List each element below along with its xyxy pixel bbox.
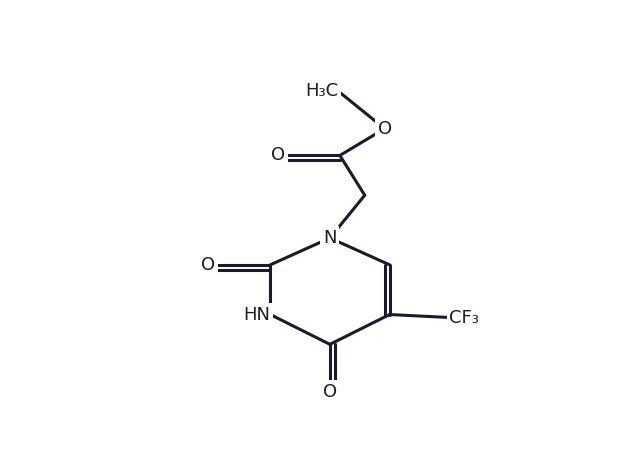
- Text: CF₃: CF₃: [449, 308, 479, 327]
- Text: N: N: [323, 229, 337, 247]
- Text: O: O: [202, 256, 216, 274]
- Text: O: O: [378, 120, 392, 138]
- Text: O: O: [271, 147, 285, 164]
- Text: HN: HN: [243, 306, 270, 323]
- Text: H₃C: H₃C: [305, 82, 338, 100]
- Text: O: O: [323, 383, 337, 401]
